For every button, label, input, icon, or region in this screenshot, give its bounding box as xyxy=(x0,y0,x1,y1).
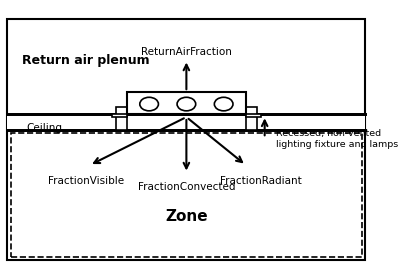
Text: Zone: Zone xyxy=(165,209,208,224)
Text: ReturnAirFraction: ReturnAirFraction xyxy=(141,47,232,57)
Text: FractionRadiant: FractionRadiant xyxy=(220,176,302,186)
Text: lighting fixture and lamps: lighting fixture and lamps xyxy=(276,140,398,149)
Bar xyxy=(7,114,365,130)
Bar xyxy=(246,107,257,130)
Text: FractionConvected: FractionConvected xyxy=(138,182,235,192)
Circle shape xyxy=(140,97,159,111)
Text: Ceiling: Ceiling xyxy=(26,123,62,133)
Bar xyxy=(112,114,127,117)
Bar xyxy=(127,92,246,114)
Circle shape xyxy=(177,97,196,111)
Bar xyxy=(246,114,261,117)
Text: Return air plenum: Return air plenum xyxy=(22,54,150,67)
Bar xyxy=(115,107,127,130)
Bar xyxy=(7,19,365,260)
Bar xyxy=(127,92,246,114)
Text: FractionVisible: FractionVisible xyxy=(48,176,124,186)
Text: Recessed, non-vented: Recessed, non-vented xyxy=(276,129,381,138)
Bar xyxy=(11,133,362,257)
Circle shape xyxy=(214,97,233,111)
